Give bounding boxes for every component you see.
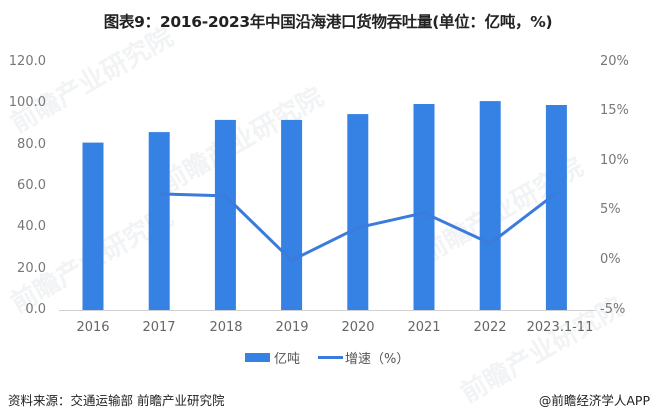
right-axis-tick: 0%: [600, 252, 621, 267]
left-axis-tick: 100.0: [8, 95, 46, 110]
line-swatch-icon: [318, 356, 343, 359]
bar-swatch-icon: [245, 353, 270, 362]
bar-series: [82, 101, 567, 311]
bar-2021[interactable]: [413, 104, 435, 310]
left-axis-tick: 0.0: [25, 302, 46, 317]
left-axis-tick: 80.0: [17, 137, 46, 152]
right-axis-tick: 10%: [600, 153, 629, 168]
bar-2017[interactable]: [148, 132, 170, 310]
right-axis-tick: -5%: [600, 302, 626, 317]
left-axis-tick: 40.0: [17, 219, 46, 234]
x-axis-tick: 2016: [76, 320, 110, 335]
left-axis-tick: 20.0: [17, 261, 46, 276]
legend-item-volume[interactable]: 亿吨: [245, 348, 300, 367]
x-axis-tick: 2018: [209, 320, 243, 335]
legend-item-growth[interactable]: 增速（%）: [318, 348, 409, 367]
x-axis-tick: 2020: [341, 320, 375, 335]
bar-2019[interactable]: [281, 119, 303, 311]
x-axis-tick: 2021: [407, 320, 441, 335]
left-axis-tick: 60.0: [17, 178, 46, 193]
legend-label: 亿吨: [274, 352, 301, 367]
chart-title: 图表9：2016-2023年中国沿海港口货物吞吐量(单位：亿吨，%): [103, 13, 553, 31]
legend-label: 增速（%）: [345, 352, 410, 367]
bar-2023.1-11[interactable]: [545, 105, 567, 310]
bar-2020[interactable]: [347, 114, 369, 310]
credit-note: @前瞻经济学人APP: [538, 393, 650, 408]
bar-2018[interactable]: [214, 119, 236, 311]
legend: 亿吨 增速（%）: [0, 348, 656, 367]
bar-2016[interactable]: [82, 142, 104, 310]
growth-rate-line: [159, 191, 558, 262]
bar-2022[interactable]: [479, 101, 501, 310]
right-axis-tick: 20%: [600, 54, 629, 69]
x-axis-tick: 2022: [473, 320, 507, 335]
x-axis-tick: 2017: [142, 320, 176, 335]
x-axis-tick: 2019: [275, 320, 309, 335]
right-axis-tick: 5%: [600, 202, 621, 217]
right-axis-tick: 15%: [600, 103, 629, 118]
x-axis-tick: 2023.1-11: [526, 320, 594, 335]
source-note: 资料来源：交通运输部 前瞻产业研究院: [8, 393, 225, 408]
left-axis-tick: 120.0: [8, 54, 46, 69]
